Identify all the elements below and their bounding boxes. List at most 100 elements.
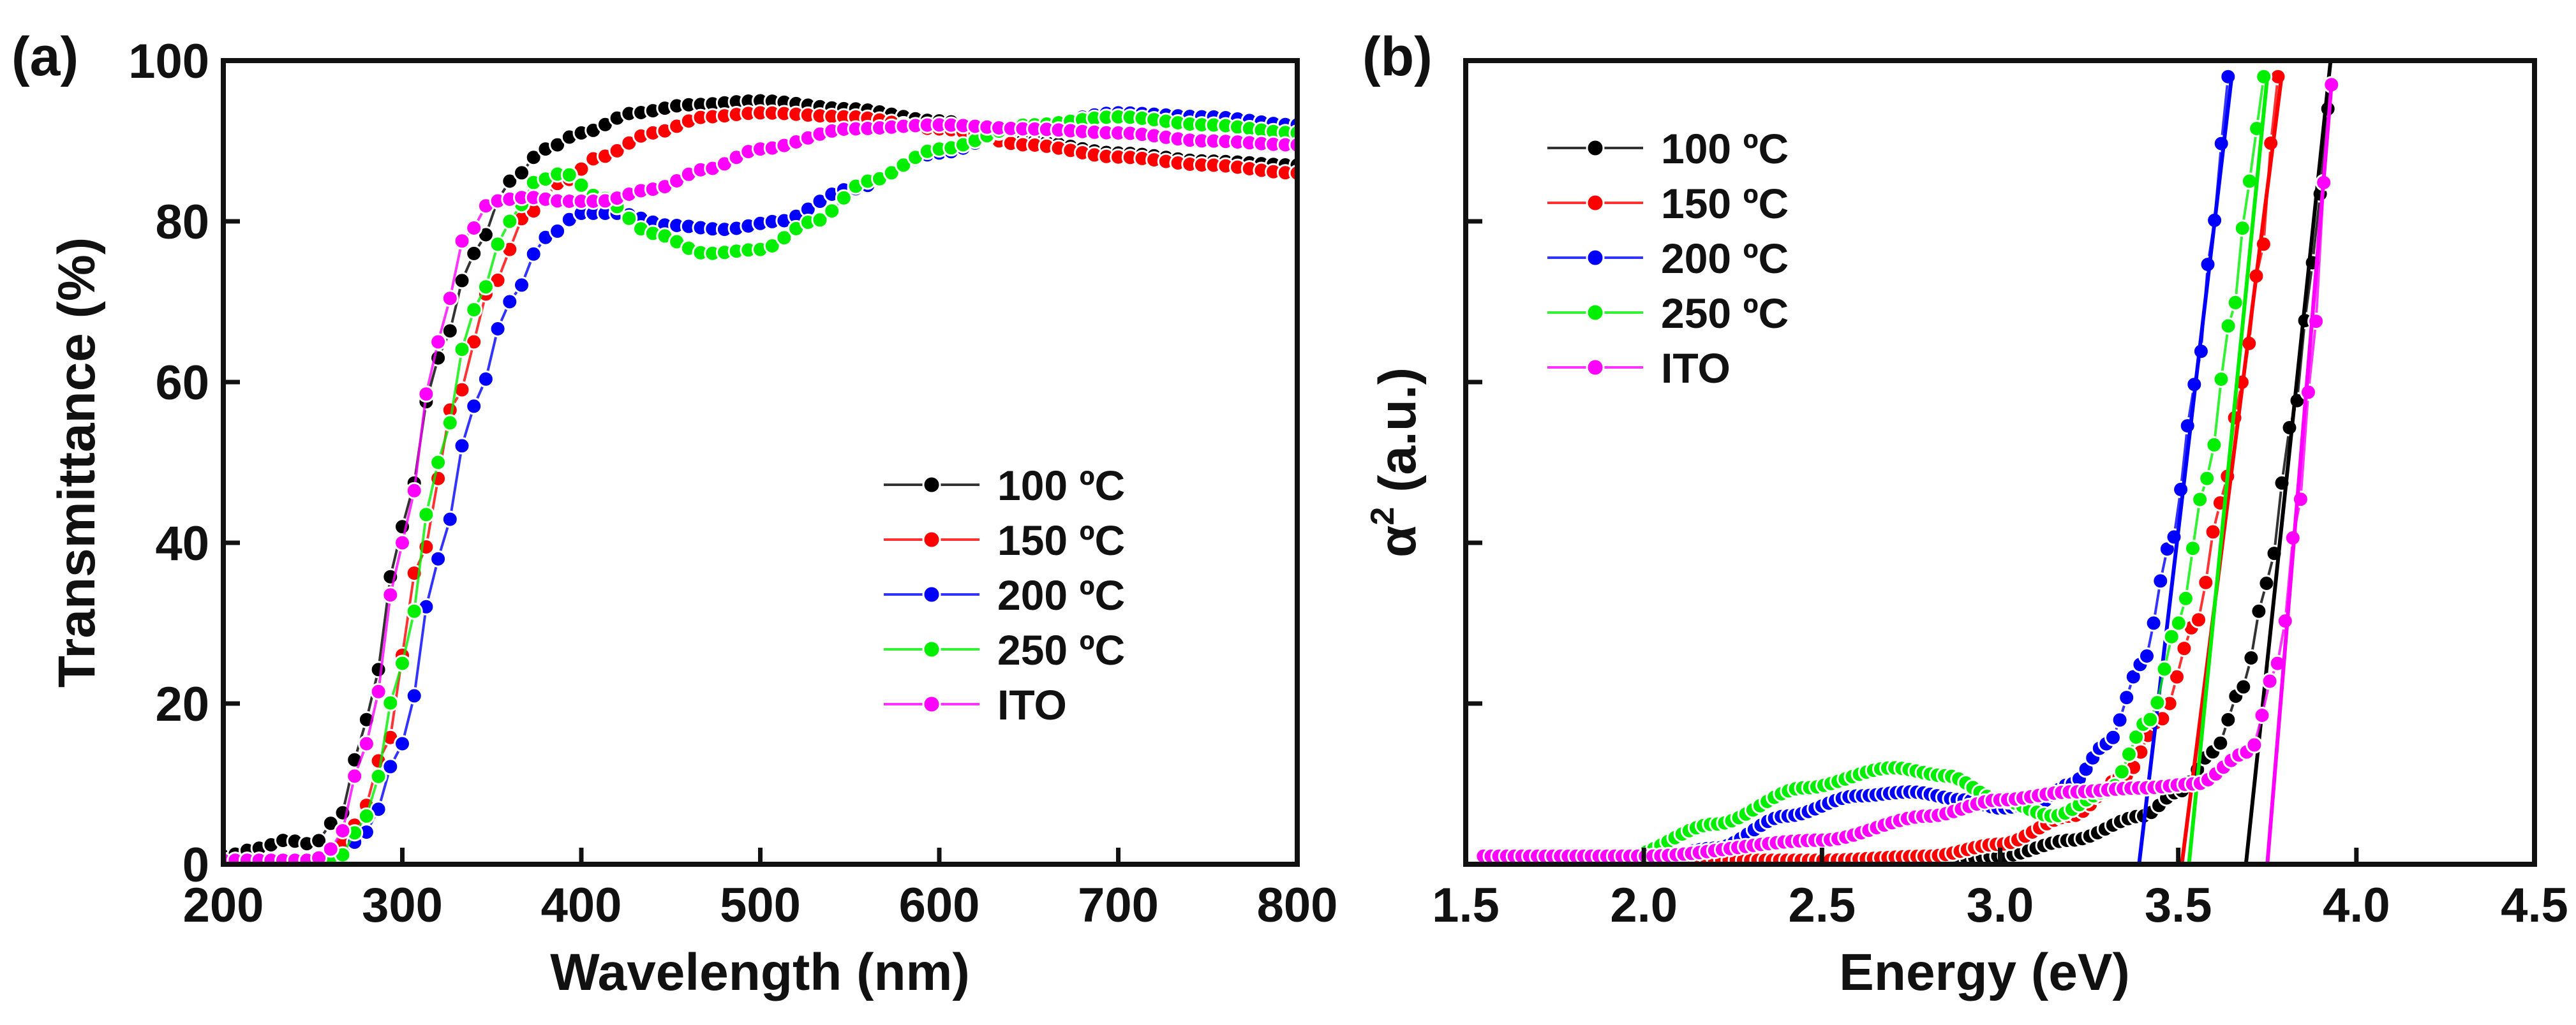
- panel-a-data-point: [405, 687, 423, 705]
- panel-a-data-point: [895, 156, 912, 174]
- panel-a-data-point: [322, 840, 339, 858]
- panel-a-data-point: [357, 735, 375, 753]
- panel-a-data-point: [811, 211, 829, 229]
- panel-b-legend-swatch-marker: [1586, 358, 1605, 377]
- panel-a-legend-swatch-marker: [922, 530, 941, 549]
- panel-b-x-axis-title: Energy (eV): [1839, 943, 2130, 1001]
- panel-b-legend-item-2: 200 ºC: [1547, 235, 1789, 282]
- panel-a-data-point: [465, 219, 483, 237]
- panel-b-data-point: [2269, 68, 2287, 85]
- panel-a-data-point: [310, 849, 328, 864]
- panel-b-series-4: [1475, 76, 2341, 864]
- panel-b-legend-swatch-marker: [1586, 138, 1605, 158]
- panel-a-data-point: [775, 229, 793, 247]
- panel-a-data-point: [369, 682, 387, 700]
- panel-b-legend-label: 100 ºC: [1661, 125, 1789, 172]
- panel-a-data-point: [823, 202, 841, 220]
- panel-a-x-tick-label: 600: [899, 878, 980, 933]
- panel-b-x-tick-label: 2.5: [1789, 878, 1856, 933]
- panel-b-legend-label: 250 ºC: [1661, 290, 1789, 337]
- panel-b-data-point: [2184, 540, 2201, 557]
- panel-b-data-point: [2190, 611, 2207, 629]
- panel-b-data-point: [2212, 734, 2230, 752]
- panel-a-x-tick-label: 200: [183, 878, 264, 933]
- panel-b-legend-swatch-marker: [1586, 248, 1605, 267]
- panel-a-data-point: [429, 550, 447, 568]
- panel-b-y-axis-title-alpha: α: [1369, 526, 1427, 557]
- panel-a-data-point: [346, 767, 364, 785]
- panel-b-legend-label: ITO: [1661, 344, 1731, 392]
- panel-b-data-point: [2141, 711, 2159, 728]
- panel-b-x-tick-label: 4.5: [2501, 878, 2568, 933]
- panel-a-data-point: [525, 149, 542, 166]
- panel-a-data-point: [501, 293, 519, 311]
- panel-b-fit-line-1: [2180, 76, 2284, 864]
- panel-a-data-point: [441, 322, 459, 340]
- panel-a-legend-swatch-marker: [922, 475, 941, 494]
- panel-a-data-point: [560, 166, 578, 184]
- panel-a-data-point: [429, 454, 447, 471]
- panel-b-x-tick-label: 2.0: [1610, 878, 1678, 933]
- panel-a-x-axis-title: Wavelength (nm): [550, 943, 970, 1001]
- panel-b-series-2: [1475, 68, 2237, 864]
- panel-a-series-group: [223, 92, 1297, 864]
- panel-b-fit-line-3: [2187, 76, 2270, 864]
- panel-a-data-point: [382, 586, 399, 604]
- panel-b-y-axis-title-units: (a.u.): [1369, 367, 1427, 507]
- panel-b-data-point: [2204, 523, 2222, 541]
- panel-a-legend-label: 100 ºC: [997, 462, 1125, 509]
- panel-a-data-point: [525, 245, 542, 263]
- panel-b-data-point: [2120, 746, 2138, 763]
- panel-a-data-point: [405, 482, 423, 499]
- panel-a-data-point: [620, 209, 638, 227]
- panel-b-data-point: [2170, 614, 2187, 632]
- panel-a-data-point: [465, 397, 483, 415]
- panel-a-data-point: [465, 301, 483, 319]
- panel-b-data-point: [2145, 614, 2163, 632]
- panel-b-y-axis-title-superscript: 2: [1364, 507, 1401, 526]
- panel-b-data-point: [2258, 575, 2275, 592]
- panel-a-data-point: [477, 370, 495, 388]
- panel-b-data-point: [2197, 573, 2215, 591]
- panel-b-plot-frame: [1463, 58, 2537, 867]
- panel-a-y-tick-label: 40: [155, 517, 209, 571]
- panel-a-data-point: [835, 189, 852, 207]
- panel-b-series-1: [1475, 68, 2287, 864]
- panel-b-data-point: [2168, 668, 2185, 686]
- panel-b-legend-item-1: 150 ºC: [1547, 180, 1789, 227]
- panel-a-y-tick-label: 80: [155, 195, 209, 249]
- panel-a-y-tick-label: 60: [155, 356, 209, 410]
- panel-b-legend-swatch-marker: [1586, 193, 1605, 212]
- panel-b-data-point: [2242, 649, 2260, 667]
- panel-a-data-point: [489, 235, 507, 253]
- panel-b-data-point: [2212, 371, 2230, 388]
- panel-a-y-tick-label: 100: [128, 34, 209, 89]
- panel-a-data-point: [882, 164, 900, 182]
- panel-b-axis-ticks: 1.5 2.0 2.5 3.0 3.5 4.0 4.5: [1432, 219, 2568, 933]
- panel-b-data-point: [2152, 572, 2170, 590]
- panel-a-data-point: [477, 278, 495, 296]
- panel-a-data-point: [763, 237, 781, 254]
- panel-b-data-point: [2219, 317, 2237, 335]
- panel-b-x-tick-label: 3.0: [1967, 878, 2034, 933]
- panel-b-data-point: [2250, 602, 2268, 620]
- panel-b-data-point: [2191, 490, 2209, 508]
- panel-a-data-point: [513, 164, 530, 182]
- panel-a-label: (a): [11, 26, 78, 87]
- panel-b-legend: 100 ºC 150 ºC 200 ºC 250 ºC ITO: [1547, 125, 1789, 392]
- panel-b-legend-item-4: ITO: [1547, 344, 1731, 392]
- panel-a-data-point: [513, 276, 530, 294]
- panel-b-data-point: [2219, 68, 2237, 85]
- panel-a-data-point: [429, 333, 447, 351]
- panel-a-data-point: [405, 602, 423, 620]
- panel-b-data-point: [2163, 628, 2180, 645]
- panel-a-axis-ticks: 200 300 400 500 600 700 800 0 20 40 60 80 100: [128, 34, 1337, 933]
- panel-b-data-point: [2255, 68, 2273, 85]
- panel-a-data-point: [382, 694, 399, 712]
- panel-a-legend-item-4: ITO: [884, 681, 1067, 728]
- panel-a-data-point: [441, 414, 459, 432]
- panel-b-data-point: [2104, 728, 2122, 746]
- panel-a-transmittance-chart: (a) 200 300 400 500 600 700 800 0 20 40 60 80 100 Wa…: [11, 26, 1337, 1001]
- panel-a-series-0: [223, 92, 1297, 864]
- panel-a-legend-item-1: 150 ºC: [884, 517, 1125, 564]
